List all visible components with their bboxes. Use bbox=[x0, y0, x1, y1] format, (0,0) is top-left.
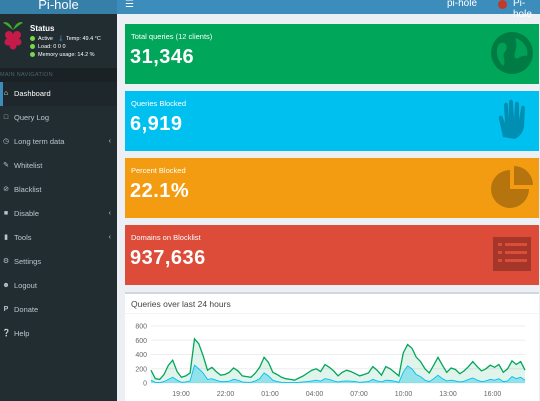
domains-blocklist-value: 937,636 bbox=[130, 247, 206, 269]
question-icon: ❔ bbox=[2, 330, 11, 337]
chevron-left-icon: ‹ bbox=[108, 138, 111, 145]
sidebar-item-label: Donate bbox=[14, 305, 39, 314]
temperature-icon: 🌡 bbox=[57, 36, 65, 42]
percent-blocked-box[interactable]: Percent Blocked 22.1% bbox=[125, 158, 539, 218]
sidebar-item-label: Tools bbox=[14, 233, 32, 242]
edit-icon: ✎ bbox=[3, 162, 9, 169]
sidebar-item-blacklist[interactable]: ⊘ Blacklist bbox=[0, 178, 117, 202]
sidebar-item-label: Disable bbox=[14, 209, 40, 218]
status-temp: Temp: 49.4 °C bbox=[65, 36, 101, 42]
status-memory-line: Memory usage: 14.2 % bbox=[30, 52, 95, 58]
nav-header: MAIN NAVIGATION bbox=[0, 68, 117, 82]
status-active: Active bbox=[38, 36, 53, 42]
sidebar-item-label: Long term data bbox=[14, 137, 65, 146]
sidebar-item-query-log[interactable]: □ Query Log bbox=[0, 106, 117, 130]
series-line-1 bbox=[150, 364, 526, 384]
status-dot-icon bbox=[30, 36, 35, 42]
status-title: Status bbox=[30, 24, 55, 33]
sidebar-item-disable[interactable]: ■ Disable ‹ bbox=[0, 202, 117, 226]
user-times-icon: ☻ bbox=[2, 282, 10, 289]
total-queries-label: Total queries (12 clients) bbox=[131, 32, 213, 41]
queries-blocked-value: 6,919 bbox=[130, 113, 183, 135]
y-tick-label: 200 bbox=[135, 366, 147, 373]
ban-icon: ⊘ bbox=[3, 186, 9, 193]
x-tick-label: 04:00 bbox=[306, 391, 324, 398]
x-tick-label: 16:00 bbox=[484, 391, 502, 398]
percent-blocked-value: 22.1% bbox=[130, 180, 190, 202]
user-menu-label[interactable]: Pi-hole bbox=[513, 0, 532, 20]
hostname-label: pi-hole bbox=[447, 0, 478, 9]
sidebar-item-long-term-data[interactable]: ◷ Long term data ‹ bbox=[0, 130, 117, 154]
y-tick-label: 400 bbox=[135, 352, 147, 359]
domains-blocklist-box[interactable]: Domains on Blocklist 937,636 bbox=[125, 225, 539, 285]
gears-icon: ⚙ bbox=[2, 258, 10, 265]
sidebar-item-dashboard[interactable]: ⌂ Dashboard bbox=[0, 82, 117, 106]
load-dot-icon bbox=[30, 44, 35, 50]
folder-icon: ▮ bbox=[4, 234, 8, 241]
sidebar-item-label: Settings bbox=[14, 257, 42, 266]
total-queries-value: 31,346 bbox=[130, 46, 195, 68]
status-memory: Memory usage: 14.2 % bbox=[38, 52, 95, 58]
y-tick-label: 600 bbox=[135, 338, 147, 345]
series-area-0 bbox=[151, 338, 525, 383]
chevron-left-icon: ‹ bbox=[108, 210, 111, 217]
home-icon: ⌂ bbox=[3, 90, 9, 97]
queries-chart-panel: Queries over last 24 hours 800 600 400 200 0… bbox=[125, 292, 539, 401]
status-panel: Status Active 🌡 Temp: 49.4 °C Load: 0 0 … bbox=[0, 14, 117, 66]
sidebar-item-donate[interactable]: P Donate bbox=[0, 298, 117, 322]
clock-icon: ◷ bbox=[2, 138, 10, 145]
sidebar-item-logout[interactable]: ☻ Logout bbox=[0, 274, 117, 298]
queries-blocked-box[interactable]: Queries Blocked 6,919 bbox=[125, 91, 539, 151]
x-tick-label: 13:00 bbox=[439, 391, 457, 398]
chevron-left-icon: ‹ bbox=[108, 234, 111, 241]
list-icon bbox=[493, 237, 531, 271]
stop-icon: ■ bbox=[3, 210, 9, 217]
sidebar: Status Active 🌡 Temp: 49.4 °C Load: 0 0 … bbox=[0, 14, 117, 401]
series-area-1 bbox=[151, 365, 525, 383]
sidebar-item-label: Dashboard bbox=[14, 89, 51, 98]
pie-chart-icon bbox=[491, 166, 533, 208]
pihole-raspberry-logo bbox=[3, 22, 23, 50]
sidebar-item-settings[interactable]: ⚙ Settings bbox=[0, 250, 117, 274]
queries-blocked-label: Queries Blocked bbox=[131, 99, 187, 108]
panel-divider bbox=[125, 313, 539, 314]
sidebar-item-label: Query Log bbox=[14, 113, 50, 122]
series-line-0 bbox=[150, 337, 526, 381]
y-tick-label: 0 bbox=[143, 381, 147, 388]
x-tick-label: 22:00 bbox=[217, 391, 235, 398]
sidebar-item-label: Blacklist bbox=[14, 185, 42, 194]
domains-blocklist-label: Domains on Blocklist bbox=[131, 233, 201, 242]
queries-chart[interactable]: 800 600 400 200 0 19:00 22:00 01:00 04:00 07:00 10… bbox=[125, 316, 539, 401]
sidebar-item-tools[interactable]: ▮ Tools ‹ bbox=[0, 226, 117, 250]
hand-stop-icon bbox=[498, 99, 525, 139]
sidebar-item-label: Help bbox=[14, 329, 30, 338]
top-navbar: ☰ pi-hole Pi-hole bbox=[117, 0, 540, 20]
y-tick-label: 800 bbox=[135, 324, 147, 331]
status-active-line: Active 🌡 Temp: 49.4 °C bbox=[30, 36, 101, 42]
paypal-icon: P bbox=[3, 306, 9, 313]
x-tick-label: 10:00 bbox=[395, 391, 413, 398]
menu-toggle-icon[interactable]: ☰ bbox=[125, 0, 134, 10]
pihole-logo-icon[interactable] bbox=[498, 0, 507, 9]
status-load: Load: 0 0 0 bbox=[38, 44, 66, 50]
sidebar-item-help[interactable]: ❔ Help bbox=[0, 322, 117, 346]
globe-icon bbox=[491, 32, 533, 74]
sidebar-item-whitelist[interactable]: ✎ Whitelist bbox=[0, 154, 117, 178]
status-load-line: Load: 0 0 0 bbox=[30, 44, 66, 50]
percent-blocked-label: Percent Blocked bbox=[131, 166, 186, 175]
sidebar-item-label: Whitelist bbox=[14, 161, 43, 170]
x-tick-label: 07:00 bbox=[350, 391, 368, 398]
x-tick-label: 19:00 bbox=[172, 391, 190, 398]
x-tick-label: 01:00 bbox=[261, 391, 279, 398]
memory-dot-icon bbox=[30, 52, 35, 58]
total-queries-box[interactable]: Total queries (12 clients) 31,346 bbox=[125, 24, 539, 84]
chart-title: Queries over last 24 hours bbox=[131, 299, 231, 309]
file-icon: □ bbox=[3, 114, 9, 121]
sidebar-item-label: Logout bbox=[14, 281, 37, 290]
app-logo-text[interactable]: Pi-hole bbox=[0, 0, 117, 14]
